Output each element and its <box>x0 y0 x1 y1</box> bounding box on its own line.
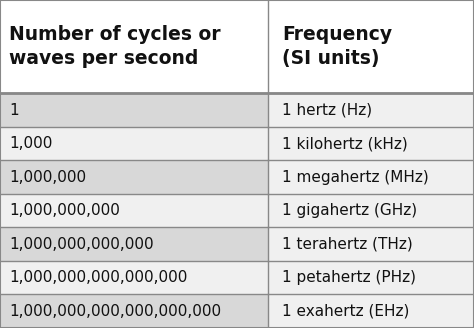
Text: 1,000,000: 1,000,000 <box>9 170 87 185</box>
Bar <box>0 127 268 160</box>
Bar <box>268 194 474 228</box>
Bar <box>0 295 268 328</box>
Text: Number of cycles or
waves per second: Number of cycles or waves per second <box>9 26 221 68</box>
Text: 1,000,000,000: 1,000,000,000 <box>9 203 120 218</box>
Text: 1 megahertz (MHz): 1 megahertz (MHz) <box>282 170 429 185</box>
Text: 1 exahertz (EHz): 1 exahertz (EHz) <box>282 304 410 319</box>
Text: 1,000,000,000,000: 1,000,000,000,000 <box>9 237 154 252</box>
Bar <box>0 0 268 93</box>
Bar <box>0 228 268 261</box>
Bar <box>0 93 268 127</box>
Text: 1,000,000,000,000,000,000: 1,000,000,000,000,000,000 <box>9 304 222 319</box>
Text: Frequency
(SI units): Frequency (SI units) <box>282 26 392 68</box>
Text: 1 gigahertz (GHz): 1 gigahertz (GHz) <box>282 203 417 218</box>
Text: 1 terahertz (THz): 1 terahertz (THz) <box>282 237 413 252</box>
Text: 1 petahertz (PHz): 1 petahertz (PHz) <box>282 270 416 285</box>
Text: 1 hertz (Hz): 1 hertz (Hz) <box>282 103 372 118</box>
Bar <box>268 160 474 194</box>
Text: 1,000: 1,000 <box>9 136 53 151</box>
Bar <box>0 160 268 194</box>
Bar <box>268 295 474 328</box>
Text: 1 kilohertz (kHz): 1 kilohertz (kHz) <box>282 136 408 151</box>
Bar <box>268 261 474 295</box>
Text: 1: 1 <box>9 103 19 118</box>
Text: 1,000,000,000,000,000: 1,000,000,000,000,000 <box>9 270 188 285</box>
Bar <box>268 127 474 160</box>
Bar <box>268 93 474 127</box>
Bar <box>268 228 474 261</box>
Bar <box>0 261 268 295</box>
Bar <box>0 194 268 228</box>
Bar <box>268 0 474 93</box>
